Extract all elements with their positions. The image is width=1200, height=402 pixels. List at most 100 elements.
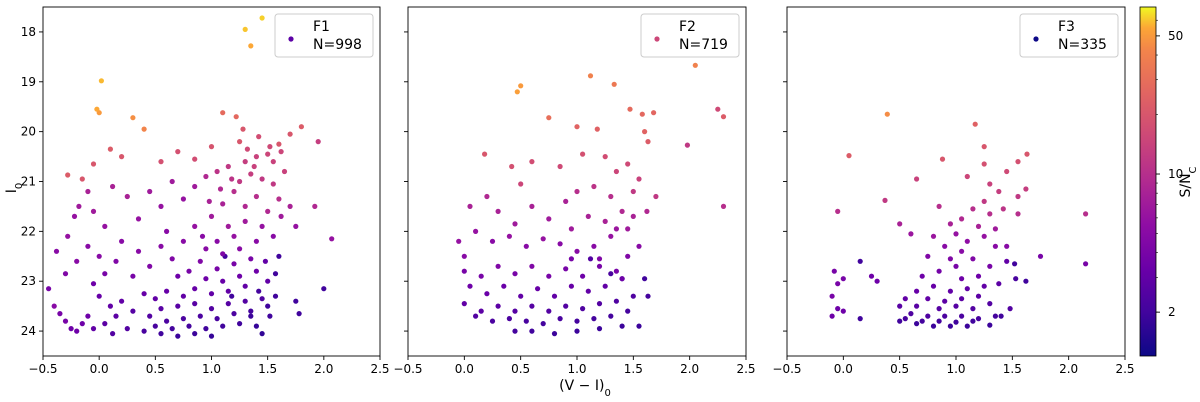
data-point	[281, 168, 288, 175]
data-point	[186, 268, 192, 274]
data-point	[897, 318, 903, 324]
legend: F3 N=335	[1019, 13, 1119, 58]
data-point	[113, 313, 119, 319]
data-point	[636, 243, 642, 249]
data-point	[96, 253, 102, 259]
data-point	[130, 308, 136, 314]
data-point	[256, 134, 262, 140]
data-point	[214, 168, 220, 175]
data-point	[484, 291, 490, 297]
data-point	[90, 281, 97, 287]
x-tick-label: 2.0	[1059, 362, 1078, 376]
data-point	[220, 251, 226, 257]
x-axis-label: (V − I)0	[559, 378, 611, 399]
data-point	[293, 298, 299, 304]
y-tick-label: 24	[21, 324, 36, 338]
data-point	[964, 238, 970, 244]
data-point	[51, 303, 57, 309]
x-tick-label: 2.5	[1115, 362, 1134, 376]
data-point	[158, 243, 164, 249]
data-point	[107, 303, 113, 309]
data-point	[53, 248, 60, 254]
x-tick-label: 2.5	[370, 362, 389, 376]
data-point	[625, 161, 631, 167]
data-point	[1023, 278, 1029, 284]
data-point	[192, 331, 198, 337]
data-point	[975, 293, 982, 299]
data-point	[270, 159, 276, 165]
data-point	[587, 256, 594, 262]
data-point	[220, 110, 226, 116]
data-point	[321, 286, 327, 292]
data-point	[574, 124, 580, 130]
data-point	[1024, 151, 1030, 157]
panel-f2: −0.5 0.0 0.5 1.0 1.5 2.0 2.5 F2 N=719	[393, 6, 756, 376]
data-point	[557, 163, 563, 170]
y-tick-label: 18	[21, 25, 36, 39]
data-point	[591, 243, 597, 249]
data-point	[65, 233, 71, 239]
data-point	[102, 271, 108, 277]
data-point	[975, 316, 982, 322]
data-point	[585, 288, 591, 294]
data-point	[199, 233, 206, 239]
legend-marker	[1033, 36, 1039, 42]
y-tick-label: 23	[21, 274, 36, 288]
data-point	[975, 223, 982, 229]
x-tick-label: 2.5	[736, 362, 755, 376]
colorbar-label: S/NC	[1178, 166, 1199, 197]
data-point	[85, 313, 91, 319]
data-point	[478, 308, 484, 314]
data-point	[523, 318, 529, 324]
data-point	[1013, 276, 1019, 282]
data-point	[535, 286, 541, 292]
data-point	[857, 258, 863, 264]
data-point	[574, 328, 580, 334]
data-point	[237, 321, 243, 327]
data-point	[925, 313, 931, 319]
data-point	[152, 323, 158, 329]
data-point	[613, 168, 620, 175]
data-point	[231, 261, 237, 267]
data-point	[964, 323, 970, 329]
data-point	[970, 206, 976, 212]
data-point	[1037, 253, 1044, 259]
data-point	[278, 149, 284, 155]
data-point	[930, 283, 937, 289]
data-point	[62, 318, 69, 324]
data-point	[829, 293, 835, 299]
data-point	[936, 203, 942, 209]
data-point	[262, 258, 268, 264]
legend: F2 N=719	[640, 13, 740, 58]
data-point	[489, 318, 496, 324]
data-point	[653, 193, 659, 200]
data-point	[970, 306, 976, 312]
data-point	[930, 233, 937, 239]
x-tick-label: −0.5	[393, 362, 422, 376]
data-point	[630, 213, 636, 219]
data-point	[242, 203, 248, 209]
data-point	[996, 188, 1002, 195]
plot-frame	[407, 6, 747, 357]
data-point	[102, 223, 108, 229]
data-point	[74, 258, 80, 264]
data-point	[147, 188, 153, 195]
data-point	[596, 326, 603, 332]
y-tick-label: 20	[21, 125, 36, 139]
data-point	[506, 316, 512, 322]
data-point	[229, 293, 235, 299]
data-point	[908, 231, 914, 237]
data-point	[478, 273, 484, 279]
data-point	[882, 197, 888, 203]
data-point	[947, 221, 954, 227]
data-point	[90, 161, 97, 167]
legend-box	[640, 13, 740, 58]
plot-frame	[42, 6, 381, 357]
data-point	[574, 248, 580, 254]
data-point	[467, 283, 473, 289]
x-tick-label: 1.0	[567, 362, 586, 376]
data-point	[276, 253, 282, 259]
data-point	[964, 286, 970, 292]
x-tick-label: 1.0	[946, 362, 965, 376]
data-point	[953, 231, 959, 237]
